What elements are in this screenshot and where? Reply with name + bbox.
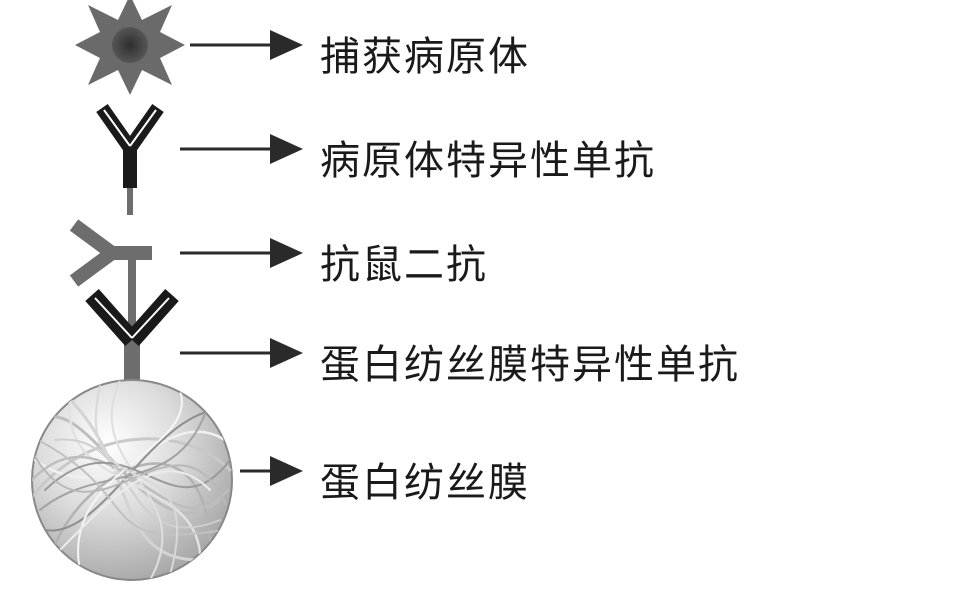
membrane-sphere-icon	[30, 380, 232, 580]
diagram-container: 捕获病原体 病原体特异性单抗 抗鼠二抗 蛋白纺丝膜特异性单抗 蛋白纺丝膜	[0, 0, 969, 598]
diagram-svg	[0, 0, 969, 598]
antibody-secondary-icon	[74, 225, 152, 281]
antibody-specific-icon	[102, 108, 158, 188]
pathogen-icon	[75, 0, 185, 95]
